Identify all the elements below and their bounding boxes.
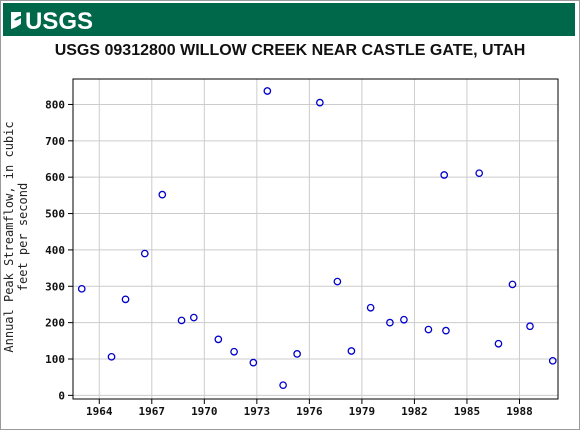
data-point[interactable] [475, 169, 484, 178]
x-tick-label: 1973 [244, 405, 271, 418]
data-point[interactable] [386, 318, 394, 327]
y-tick-label: 400 [45, 244, 65, 257]
y-tick-label: 500 [45, 208, 65, 221]
data-point[interactable] [214, 335, 223, 344]
y-tick-label: 800 [45, 98, 65, 111]
axis-ticks: 0 100 200 300 400 500 600 700 800 1964 1967 1970 197… [45, 98, 533, 418]
x-tick-label: 1967 [139, 405, 166, 418]
data-point[interactable] [548, 356, 557, 365]
data-point[interactable] [107, 352, 116, 361]
data-point[interactable] [121, 295, 130, 304]
data-point[interactable] [366, 303, 375, 312]
x-tick-label: 1982 [401, 405, 428, 418]
y-tick-label: 200 [45, 317, 65, 330]
data-point[interactable] [424, 325, 433, 334]
data-point[interactable] [249, 358, 258, 367]
data-point[interactable] [230, 347, 238, 356]
data-point[interactable] [158, 190, 167, 199]
data-points [77, 87, 557, 390]
y-tick-label: 600 [45, 171, 65, 184]
y-tick-label: 100 [45, 353, 65, 366]
chart-title: USGS 09312800 WILLOW CREEK NEAR CASTLE G… [54, 42, 526, 59]
x-tick-label: 1970 [191, 405, 218, 418]
data-point[interactable] [279, 381, 287, 390]
data-point[interactable] [442, 326, 450, 335]
plot-area-border [72, 78, 559, 400]
x-tick-label: 1976 [296, 405, 323, 418]
data-point[interactable] [494, 339, 503, 348]
data-point[interactable] [77, 284, 86, 293]
y-tick-label: 300 [45, 280, 65, 293]
data-point[interactable] [189, 313, 198, 322]
y-tick-label: 700 [45, 135, 65, 148]
y-tick-label: 0 [58, 389, 65, 402]
data-point[interactable] [316, 98, 324, 107]
usgs-logo-wave-icon [11, 12, 21, 29]
x-tick-label: 1985 [454, 405, 481, 418]
x-tick-label: 1964 [86, 405, 113, 418]
x-tick-label: 1979 [349, 405, 376, 418]
data-point[interactable] [263, 87, 272, 95]
data-point[interactable] [293, 350, 301, 358]
data-point[interactable] [440, 171, 449, 179]
usgs-banner: USGS [3, 3, 575, 36]
usgs-logo[interactable]: USGS [9, 6, 99, 34]
data-point[interactable] [400, 315, 408, 324]
data-point[interactable] [347, 347, 356, 355]
x-tick-label: 1988 [506, 405, 533, 418]
data-point[interactable] [508, 280, 517, 289]
data-point[interactable] [526, 322, 534, 331]
usgs-logo-text: USGS [25, 8, 93, 34]
data-point[interactable] [333, 277, 342, 286]
data-point[interactable] [177, 316, 186, 325]
grid-lines [73, 79, 558, 399]
data-point[interactable] [140, 249, 149, 258]
